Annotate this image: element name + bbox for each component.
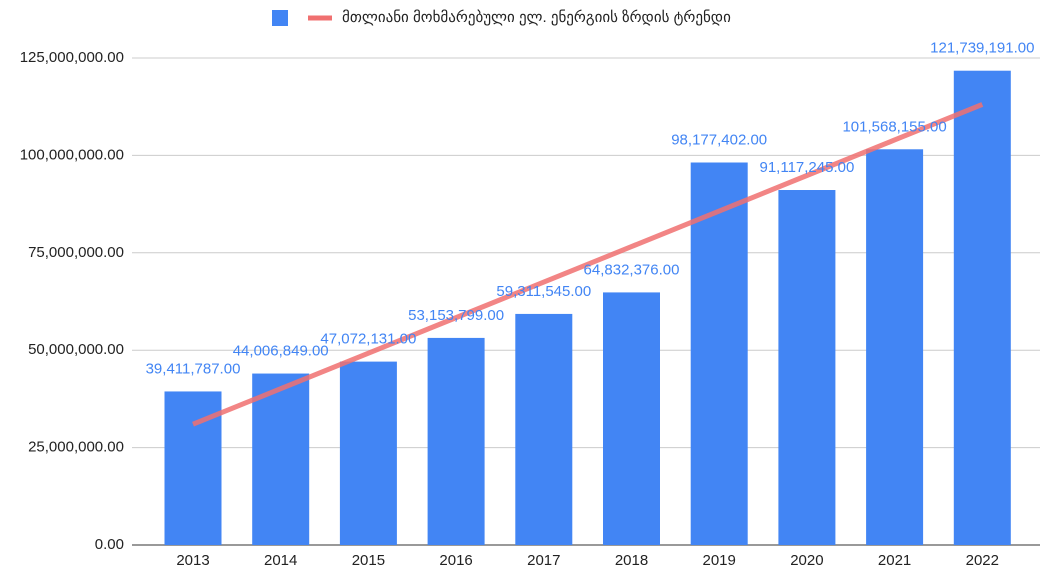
x-tick-label: 2013: [176, 552, 209, 569]
bar: [690, 162, 748, 545]
x-tick-label: 2020: [790, 552, 823, 569]
y-tick-label: 25,000,000.00: [28, 439, 124, 456]
value-label: 39,411,787.00: [146, 360, 241, 377]
value-label: 53,153,799.00: [408, 307, 504, 324]
x-tick-label: 2014: [264, 552, 297, 569]
x-tick-label: 2019: [703, 552, 736, 569]
legend-swatch: [272, 10, 288, 26]
bar: [778, 190, 836, 546]
x-tick-label: 2018: [615, 552, 648, 569]
bar: [866, 149, 924, 545]
value-label: 98,177,402.00: [671, 131, 767, 148]
x-tick-label: 2015: [352, 552, 385, 569]
bar: [252, 373, 310, 545]
x-tick-label: 2021: [878, 552, 911, 569]
value-label: 44,006,849.00: [233, 343, 329, 360]
trend-line: [192, 102, 984, 427]
y-tick-label: 75,000,000.00: [28, 244, 124, 261]
y-tick-label: 125,000,000.00: [20, 49, 124, 66]
bar: [515, 313, 573, 545]
y-tick-label: 100,000,000.00: [20, 146, 124, 163]
value-label: 59,311,545.00: [496, 283, 591, 300]
x-tick-label: 2022: [966, 552, 999, 569]
value-label: 101,568,155.00: [842, 118, 946, 135]
value-label: 47,072,131.00: [320, 331, 416, 348]
bar: [339, 361, 397, 545]
y-tick-label: 50,000,000.00: [28, 341, 124, 358]
bar: [427, 337, 485, 545]
x-tick-label: 2016: [439, 552, 472, 569]
x-tick-label: 2017: [527, 552, 560, 569]
legend-label: მთლიანი მოხმარებული ელ. ენერგიის ზრდის ტ…: [342, 9, 731, 26]
value-label: 64,832,376.00: [584, 261, 680, 278]
bar: [953, 70, 1011, 546]
value-label: 91,117,245.00: [759, 159, 854, 176]
value-label: 121,739,191.00: [930, 40, 1034, 57]
y-tick-label: 0.00: [95, 536, 124, 553]
bar: [603, 292, 660, 545]
